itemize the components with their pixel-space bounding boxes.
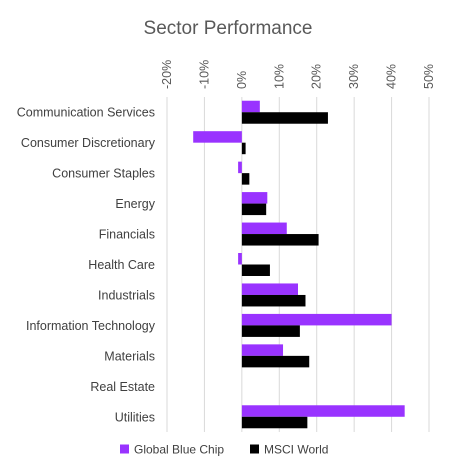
x-tick-label: 10%: [272, 64, 286, 89]
x-tick-label: 0%: [235, 71, 249, 89]
bar-global-blue-chip: [241, 192, 268, 204]
category-label: Information Technology: [26, 319, 156, 333]
bar-global-blue-chip: [238, 253, 242, 265]
bar-msci-world: [241, 112, 328, 124]
bar-msci-world: [241, 264, 270, 276]
category-label: Industrials: [98, 288, 155, 302]
x-tick-label: -10%: [197, 60, 211, 89]
category-label: Consumer Discretionary: [21, 136, 156, 150]
x-tick-label: 20%: [310, 64, 324, 89]
category-label: Real Estate: [90, 380, 155, 394]
category-label: Health Care: [88, 258, 155, 272]
bar-msci-world: [241, 142, 246, 155]
x-tick-label: 40%: [385, 64, 399, 89]
bar-msci-world: [241, 416, 308, 429]
bar-global-blue-chip: [241, 405, 405, 417]
category-label: Financials: [99, 228, 155, 242]
bar-msci-world: [241, 294, 306, 307]
bars: [193, 100, 405, 429]
legend-swatch: [250, 444, 259, 454]
bar-global-blue-chip: [241, 313, 392, 326]
category-label: Energy: [115, 197, 155, 211]
bar-global-blue-chip: [241, 344, 284, 356]
bar-msci-world: [241, 203, 267, 216]
x-tick-label: 30%: [347, 64, 361, 89]
legend-label: MSCI World: [264, 443, 328, 457]
bar-global-blue-chip: [238, 161, 242, 174]
category-label: Consumer Staples: [52, 167, 155, 181]
category-label: Materials: [104, 349, 155, 363]
category-label: Communication Services: [17, 106, 155, 120]
bar-global-blue-chip: [241, 100, 260, 113]
x-tick-labels: -20% -10% 0% 10% 20% 30% 40% 50%: [160, 60, 436, 89]
category-label: Utilities: [115, 410, 155, 424]
bar-global-blue-chip: [241, 283, 298, 295]
bar-msci-world: [241, 234, 319, 246]
gridlines: [166, 97, 430, 432]
x-tick-label: -20%: [160, 60, 174, 89]
legend-label: Global Blue Chip: [134, 443, 224, 457]
x-tick-label: 50%: [422, 64, 436, 89]
legend-swatch: [120, 444, 129, 454]
bar-global-blue-chip: [241, 222, 287, 235]
legend: Global Blue Chip MSCI World: [120, 443, 328, 457]
bar-msci-world: [241, 173, 250, 185]
category-labels: Communication Services Consumer Discretio…: [17, 106, 156, 425]
bar-msci-world: [241, 355, 310, 368]
bar-global-blue-chip: [193, 131, 242, 143]
chart-title: Sector Performance: [144, 18, 313, 39]
bar-msci-world: [241, 325, 300, 337]
